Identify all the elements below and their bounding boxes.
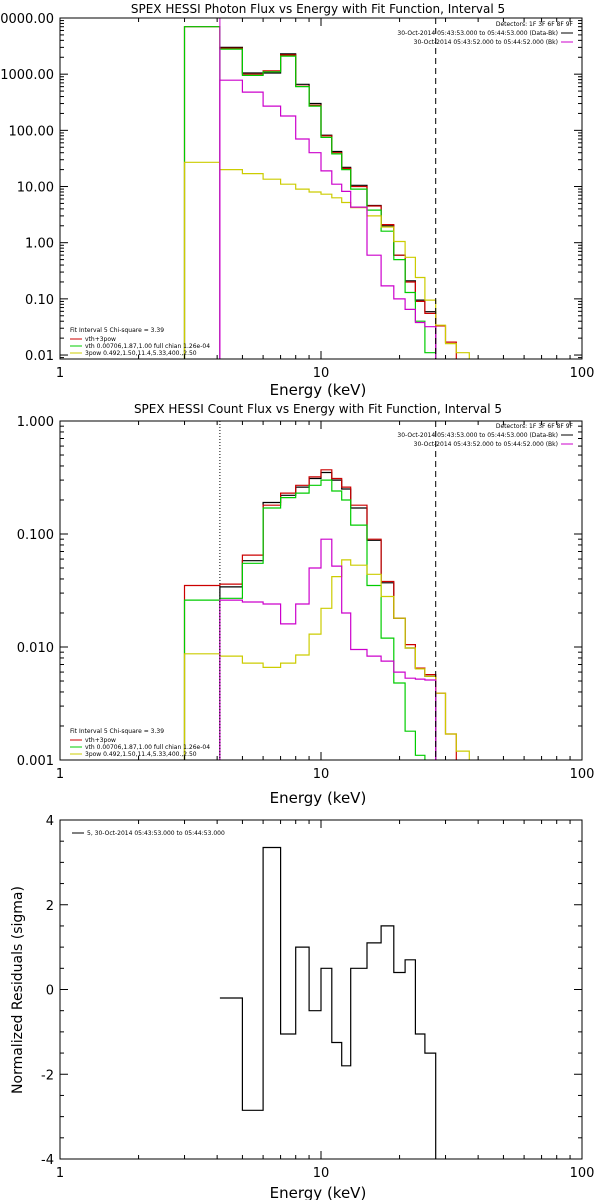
count-top-legend: 30-Oct-2014 05:43:53.000 to 05:44:53.000… xyxy=(397,432,573,448)
photon-detectors-label: Detectors: 1F 3F 6F 8F 9F xyxy=(496,21,574,28)
count-xtick-label: 10 xyxy=(313,767,330,782)
photon-vlines-group xyxy=(219,18,437,359)
photon-fit-info-label: Fit Interval 5 Chi-square = 3.39 xyxy=(70,327,164,334)
photon-legend-sum-label: vth+3pow xyxy=(85,336,116,343)
residuals-ytick-label: -2 xyxy=(41,1068,54,1083)
photon-xtick-label: 100 xyxy=(570,366,595,381)
count-series-3-line xyxy=(183,559,470,760)
residuals-y-axis-label: Normalized Residuals (sigma) xyxy=(10,886,26,1094)
residuals-series-group xyxy=(219,846,437,1159)
count-series-group xyxy=(183,469,470,760)
count-vlines-group xyxy=(219,421,437,760)
residuals-legend: 5, 30-Oct-2014 05:43:53.000 to 05:44:53.… xyxy=(72,830,225,837)
photon-legend-pow-label: 3pow 0.492,1.50,11.4,5.33,400.,2.50 xyxy=(85,350,197,357)
count-series-4-line xyxy=(219,538,437,760)
count-xtick-label: 1 xyxy=(56,767,64,782)
photon-ytick-label: 100.00 xyxy=(9,124,55,139)
photon-series-2-line xyxy=(183,26,437,359)
photon-legend-bk-label: 30-Oct-2014 05:43:52.000 to 05:44:52.000… xyxy=(414,39,558,46)
photon-ytick-label: 0.10 xyxy=(25,293,54,308)
photon-chart-title: SPEX HESSI Photon Flux vs Energy with Fi… xyxy=(131,2,505,16)
photon-series-4-line xyxy=(219,79,437,359)
residuals-xtick-label: 10 xyxy=(313,1166,330,1181)
count-fit-info-label: Fit Interval 5 Chi-square = 3.39 xyxy=(70,728,164,735)
residuals-ytick-label: 4 xyxy=(46,814,54,829)
count-series-2-line xyxy=(183,479,426,760)
count-flux-panel: SPEX HESSI Count Flux vs Energy with Fit… xyxy=(17,402,595,807)
count-ytick-label: 0.010 xyxy=(17,641,54,656)
residuals-ytick-label: 0 xyxy=(46,984,54,999)
residuals-ytick-label: -4 xyxy=(41,1153,54,1168)
count-legend-data-label: 30-Oct-2014 05:43:53.000 to 05:44:53.000… xyxy=(397,432,558,439)
count-ytick-label: 0.100 xyxy=(17,528,54,543)
photon-ytick-label: 1.00 xyxy=(25,237,54,252)
photon-ytick-label: 0000.00 xyxy=(0,12,54,27)
photon-x-axis-label: Energy (keV) xyxy=(270,381,367,399)
count-legend-vth-label: vth 0.00706,1.87,1.00 full chian 1.26e-0… xyxy=(85,744,210,751)
residuals-series-0-line xyxy=(219,846,437,1159)
count-chart-title: SPEX HESSI Count Flux vs Energy with Fit… xyxy=(134,402,502,416)
photon-legend-data-label: 30-Oct-2014 05:43:53.000 to 05:44:53.000… xyxy=(397,30,558,37)
photon-top-legend: 30-Oct-2014 05:43:53.000 to 05:44:53.000… xyxy=(397,30,573,46)
count-bottom-legend: Fit Interval 5 Chi-square = 3.39 vth+3po… xyxy=(70,728,210,758)
photon-ytick-label: 0.01 xyxy=(25,349,54,364)
residuals-panel: 1 10 100 -4 -2 0 2 4 Energy (keV) Normalized Re… xyxy=(10,814,594,1200)
count-legend-pow-label: 3pow 0.492,1.50,11.4,5.33,400.,2.50 xyxy=(85,751,197,758)
count-ytick-label: 1.000 xyxy=(17,415,54,430)
count-ytick-label: 0.001 xyxy=(17,754,54,769)
photon-xtick-label: 1 xyxy=(56,366,64,381)
count-legend-sum-label: vth+3pow xyxy=(85,737,116,744)
count-axes-group: 1 10 100 0.001 0.010 0.100 1.000 xyxy=(17,415,595,782)
count-x-axis-label: Energy (keV) xyxy=(270,789,367,807)
photon-axes-group: 1 10 100 0.01 0.10 1.00 10.00 100.00 1000.00 0000… xyxy=(0,12,594,381)
residuals-axes-group: 1 10 100 -4 -2 0 2 4 xyxy=(41,814,594,1181)
photon-bottom-legend: Fit Interval 5 Chi-square = 3.39 vth+3po… xyxy=(70,327,210,357)
photon-ytick-label: 1000.00 xyxy=(0,68,54,83)
residuals-xtick-label: 100 xyxy=(570,1166,595,1181)
residuals-ytick-label: 2 xyxy=(46,899,54,914)
count-legend-bk-label: 30-Oct-2014 05:43:52.000 to 05:44:52.000… xyxy=(414,441,558,448)
count-detectors-label: Detectors: 1F 3F 6F 8F 9F xyxy=(496,423,574,430)
photon-legend-vth-label: vth 0.00706,1.87,1.00 full chian 1.26e-0… xyxy=(85,343,210,350)
residuals-x-axis-label: Energy (keV) xyxy=(270,1184,367,1200)
photon-xtick-label: 10 xyxy=(313,366,330,381)
residuals-legend-label: 5, 30-Oct-2014 05:43:53.000 to 05:44:53.… xyxy=(87,830,225,837)
photon-ytick-label: 10.00 xyxy=(17,181,54,196)
residuals-xtick-label: 1 xyxy=(56,1166,64,1181)
photon-flux-panel: SPEX HESSI Photon Flux vs Energy with Fi… xyxy=(0,2,594,399)
photon-series-group xyxy=(183,26,470,359)
count-xtick-label: 100 xyxy=(570,767,595,782)
